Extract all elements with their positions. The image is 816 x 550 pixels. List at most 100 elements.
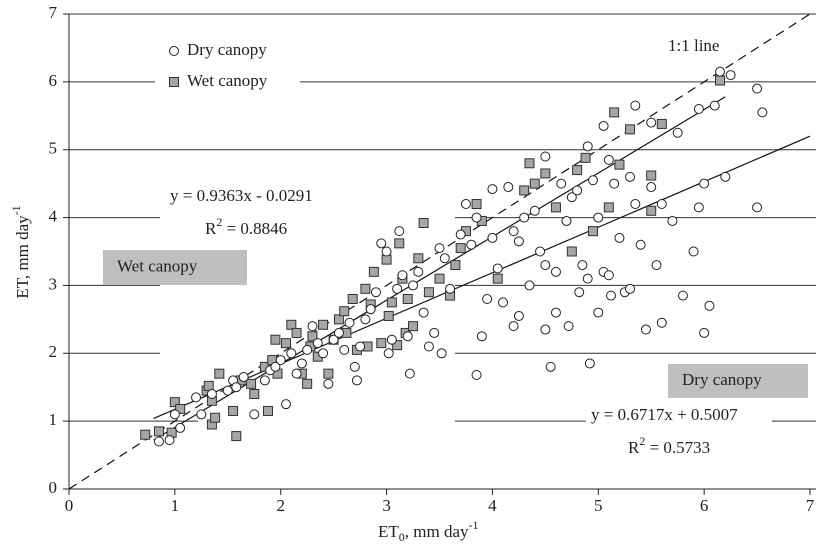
point <box>368 266 379 277</box>
point <box>487 184 498 195</box>
point <box>333 327 344 338</box>
x-tick-label: 2 <box>276 496 285 515</box>
point <box>302 378 313 389</box>
point <box>582 273 593 284</box>
point <box>677 290 688 301</box>
point <box>351 375 362 386</box>
point <box>614 232 625 243</box>
point <box>605 290 616 301</box>
annotation: R2 = 0.8846 <box>205 215 287 238</box>
reference-line-label: 1:1 line <box>668 36 719 55</box>
point <box>434 273 445 284</box>
point <box>302 344 313 355</box>
point <box>386 297 397 308</box>
point <box>535 246 546 257</box>
annotation-text: y = 0.9363x - 0.0291 <box>170 186 313 205</box>
annotation-tail: = 0.5733 <box>645 438 710 457</box>
point <box>370 287 381 298</box>
point <box>715 75 726 86</box>
point <box>413 266 424 277</box>
point <box>699 178 710 189</box>
point <box>556 178 567 189</box>
point <box>460 199 471 209</box>
x-tick-label: 6 <box>700 496 709 515</box>
point <box>339 306 350 317</box>
point <box>436 348 447 359</box>
point <box>513 236 524 247</box>
point <box>413 253 424 264</box>
y-axis-title: ET, mm day-1 <box>9 205 32 298</box>
point <box>635 239 646 250</box>
x-axis-title-sub: 0 <box>399 530 405 544</box>
y-tick-label: 2 <box>49 342 58 361</box>
point <box>704 300 715 311</box>
point <box>529 205 540 216</box>
label-background <box>586 398 772 430</box>
point <box>656 118 667 129</box>
point <box>222 385 233 396</box>
point <box>408 321 419 332</box>
point <box>394 238 405 249</box>
point <box>625 283 636 294</box>
point <box>175 403 186 414</box>
point <box>214 368 225 379</box>
point <box>540 168 551 179</box>
point <box>563 321 574 332</box>
point <box>580 152 591 163</box>
point <box>259 375 270 386</box>
point <box>228 405 239 416</box>
point <box>752 83 763 94</box>
point <box>392 340 403 351</box>
ref-label-background <box>664 37 740 59</box>
point <box>540 260 551 271</box>
point <box>540 324 551 335</box>
point <box>323 378 334 389</box>
point <box>429 327 440 338</box>
point <box>471 370 482 380</box>
legend-marker <box>169 77 179 87</box>
point <box>360 314 371 325</box>
point <box>153 436 164 447</box>
point <box>339 344 350 355</box>
point <box>466 239 477 250</box>
point <box>434 243 445 254</box>
point <box>651 260 662 271</box>
label-background <box>622 432 764 466</box>
point <box>291 368 302 379</box>
point <box>572 185 583 196</box>
point <box>270 334 281 345</box>
point <box>550 202 561 213</box>
point <box>524 280 535 291</box>
boxed-label: Dry canopy <box>682 370 762 389</box>
point <box>286 319 297 330</box>
point <box>238 372 249 383</box>
point <box>630 100 641 111</box>
point <box>383 348 394 359</box>
point <box>307 321 318 332</box>
point <box>397 270 408 281</box>
boxed-label: Wet canopy <box>117 256 198 275</box>
point <box>402 294 413 304</box>
point <box>349 361 360 372</box>
point <box>757 107 768 118</box>
point <box>561 215 572 226</box>
point <box>603 202 614 213</box>
point <box>519 185 530 196</box>
point <box>498 297 509 308</box>
point <box>270 361 281 372</box>
point <box>365 304 376 315</box>
point <box>318 348 329 359</box>
point <box>566 192 577 203</box>
point <box>566 246 577 257</box>
x-tick-label: 1 <box>171 496 180 515</box>
point <box>291 327 302 338</box>
point <box>646 205 657 216</box>
point <box>646 182 657 193</box>
point <box>672 127 683 138</box>
point <box>699 327 710 338</box>
annotation-sup: 2 <box>639 434 645 448</box>
point <box>725 70 736 81</box>
boxed-label-box <box>103 250 247 285</box>
point <box>667 215 678 226</box>
